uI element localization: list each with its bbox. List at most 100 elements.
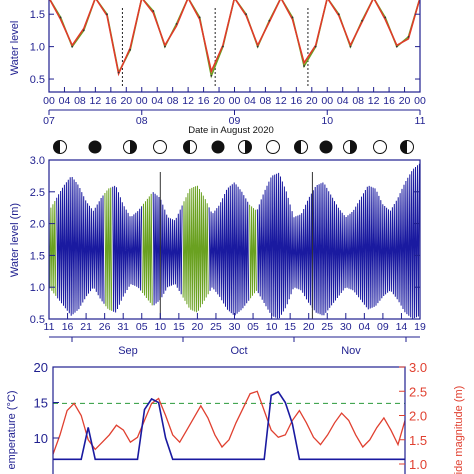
top-hour-tick-label: 16 [290, 95, 302, 107]
top-data-point [164, 45, 166, 48]
top-ytick-label: 0.5 [30, 74, 45, 86]
middle-day-tick-label: 04 [359, 321, 371, 333]
new-moon-icon [319, 140, 333, 154]
top-ytick-label: 1.5 [30, 9, 45, 21]
top-hour-tick-label: 20 [399, 95, 411, 107]
top-data-point [384, 16, 387, 19]
tide-magnitude-line [53, 390, 405, 455]
top-ylabel: Water level [9, 21, 21, 76]
top-hour-tick-label: 12 [275, 95, 287, 107]
top-hour-tick-label: 16 [383, 95, 395, 107]
full-moon-icon [153, 140, 167, 154]
top-hour-tick-label: 00 [43, 95, 55, 107]
middle-day-tick-label: 16 [62, 321, 74, 333]
last-quarter-half [400, 140, 407, 154]
moon-phase-last-quarter-icon [53, 140, 67, 154]
top-hour-tick-label: 04 [59, 95, 71, 107]
moon-phase-full-icon [266, 140, 280, 154]
middle-day-tick-label: 30 [229, 321, 241, 333]
top-hour-tick-label: 08 [74, 95, 86, 107]
middle-day-tick-label: 09 [377, 321, 389, 333]
top-panel: Water level 0.51.01.5 00 04 08 12 16 20 00 04 08… [9, 0, 426, 136]
new-moon-icon [88, 140, 102, 154]
middle-day-tick-label: 11 [44, 321, 55, 333]
month-label: Nov [341, 345, 361, 357]
last-quarter-half [183, 140, 190, 154]
top-data-point [210, 74, 213, 77]
top-hour-tick-label: 00 [136, 95, 148, 107]
top-data-point [314, 45, 317, 48]
top-hour-tick-label: 08 [260, 95, 272, 107]
middle-day-tick-label: 31 [117, 321, 129, 333]
top-data-point [129, 48, 132, 51]
bottom-right-ytick-label: 2.0 [409, 409, 427, 424]
top-data-point [361, 19, 363, 22]
middle-day-tick-label: 15 [173, 321, 185, 333]
bottom-right-ytick-label: 1.5 [409, 433, 427, 448]
month-label: Oct [230, 345, 247, 357]
top-hour-tick-label: 16 [198, 95, 210, 107]
top-hour-tick-label: 20 [213, 95, 225, 107]
bottom-right-ylabel: ide magnitude (m) [453, 386, 465, 474]
bottom-right-ytick-label: 1.0 [409, 457, 427, 472]
full-moon-icon [266, 140, 280, 154]
bottom-right-ytick-label: 3.0 [409, 360, 427, 375]
middle-day-tick-label: 20 [303, 321, 315, 333]
top-data-point [82, 29, 85, 32]
middle-ytick-label: 1.5 [30, 250, 45, 262]
top-data-point [407, 35, 410, 38]
bottom-panel: emperature (°C) ide magnitude (m) 10 15 20… [6, 360, 465, 474]
top-hour-tick-label: 08 [352, 95, 364, 107]
middle-day-tick-label: 25 [210, 321, 222, 333]
water-level-series-navy [56, 163, 420, 319]
middle-ytick-label: 1.0 [30, 282, 45, 294]
top-hour-tick-label: 04 [337, 95, 349, 107]
top-data-point [175, 23, 178, 25]
top-plot-frame [48, 0, 421, 93]
top-data-point [222, 45, 224, 48]
moon-phase-last-quarter-icon [294, 140, 308, 154]
bottom-right-ytick-label: 2.5 [409, 384, 427, 399]
moon-phase-new-icon [211, 140, 225, 154]
top-data-point [117, 71, 120, 74]
top-data-point [245, 13, 247, 16]
bottom-left-ylabel: emperature (°C) [6, 391, 18, 470]
top-date-tick-label: 11 [415, 115, 426, 127]
middle-day-tick-label: 30 [340, 321, 352, 333]
middle-day-tick-label: 19 [414, 321, 426, 333]
top-data-point [268, 19, 271, 22]
water-level-series-green [49, 185, 257, 313]
middle-ytick-label: 2.0 [30, 219, 45, 231]
top-date-tick-label: 07 [43, 115, 55, 127]
first-quarter-half [245, 140, 252, 154]
middle-ytick-label: 3.0 [30, 155, 45, 167]
top-date-tick-label: 08 [136, 115, 148, 127]
middle-day-tick-label: 05 [247, 321, 259, 333]
bottom-left-ytick-label: 20 [34, 360, 48, 375]
moon-phase-first-quarter-icon [343, 140, 357, 154]
full-moon-icon [373, 140, 387, 154]
middle-day-tick-label: 14 [396, 321, 408, 333]
top-data-point [59, 16, 62, 19]
top-series-line-1 [49, 0, 420, 77]
middle-ytick-label: 2.5 [30, 187, 45, 199]
middle-day-tick-label: 05 [136, 321, 148, 333]
top-data-point [71, 45, 74, 48]
middle-day-tick-label: 15 [284, 321, 296, 333]
top-data-point [256, 45, 259, 48]
middle-day-tick-label: 25 [321, 321, 333, 333]
top-hour-tick-label: 16 [105, 95, 117, 107]
bottom-plot-frame [52, 366, 406, 474]
middle-day-tick-label: 21 [80, 321, 92, 333]
last-quarter-half [294, 140, 301, 154]
moon-phase-last-quarter-icon [183, 140, 197, 154]
middle-ylabel: Water level (m) [9, 203, 21, 277]
top-data-point [395, 45, 398, 48]
top-hour-tick-label: 00 [229, 95, 241, 107]
first-quarter-half [130, 140, 137, 154]
top-hour-tick-label: 20 [306, 95, 318, 107]
top-xlabel: Date in August 2020 [188, 125, 274, 136]
middle-day-tick-label: 20 [192, 321, 204, 333]
middle-day-tick-label: 26 [99, 321, 111, 333]
